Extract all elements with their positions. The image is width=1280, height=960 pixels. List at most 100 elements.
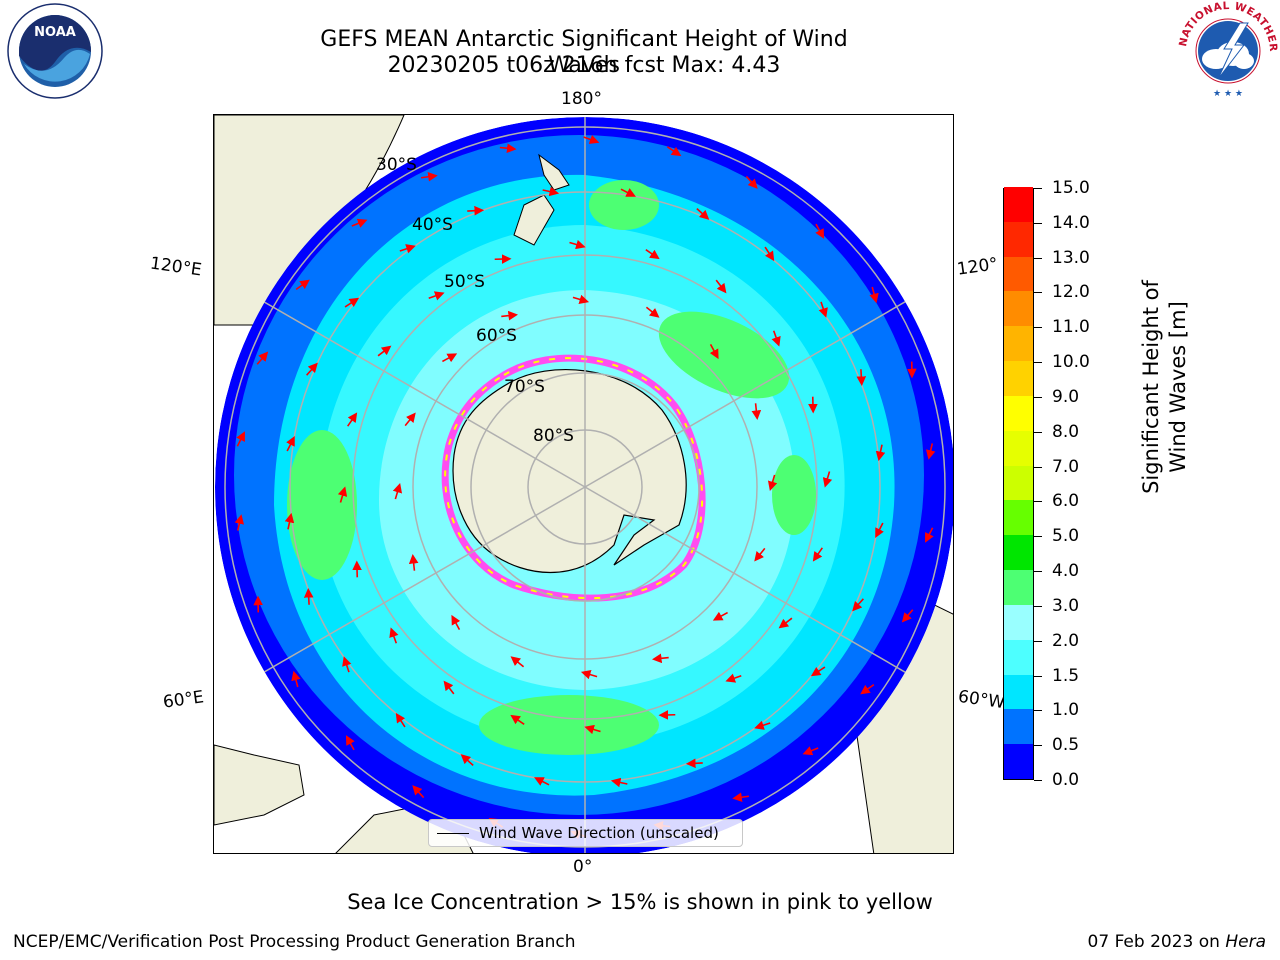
wind-wave-arrow [869, 286, 879, 304]
colorbar-segment [1004, 569, 1033, 605]
wind-wave-arrow [852, 598, 864, 612]
wind-wave-arrow [764, 246, 775, 262]
map-canvas: 30°S 40°S 50°S 60°S 70°S 80°S [214, 115, 953, 853]
colorbar-segment [1004, 325, 1033, 362]
wind-wave-arrow [901, 609, 914, 623]
wind-wave-arrow [303, 587, 314, 605]
polar-map: 30°S 40°S 50°S 60°S 70°S 80°S Wind Wave … [213, 114, 954, 854]
colorbar-tick-label: 1.0 [1052, 700, 1080, 721]
wind-wave-arrow [377, 345, 392, 357]
wind-wave-arrow [234, 514, 245, 531]
footer-date-text: 07 Feb 2023 on [1087, 932, 1226, 952]
colorbar-tick-label: 7.0 [1052, 456, 1080, 477]
wind-wave-arrow [392, 482, 403, 500]
colorbar-tick-label: 2.0 [1052, 630, 1080, 651]
wind-wave-arrow [467, 205, 485, 216]
colorbar-segment [1004, 639, 1033, 675]
colorbar-title: Significant Height of Wind Waves [m] [1139, 280, 1190, 494]
colorbar-tick-label: 9.0 [1052, 386, 1080, 407]
wind-wave-arrow [754, 547, 766, 562]
wind-wave-arrow [925, 443, 936, 460]
wind-wave-arrow [925, 527, 934, 543]
lon-label-180: 180° [561, 89, 602, 109]
wind-wave-arrow [732, 792, 750, 802]
colorbar-tick-label: 0.5 [1052, 735, 1080, 756]
colorbar-segment [1004, 604, 1033, 640]
lat-label-50s: 50°S [444, 272, 485, 292]
wind-wave-arrow [306, 362, 318, 376]
wind-wave-arrow [572, 294, 590, 305]
wind-wave-arrow [754, 720, 771, 730]
wind-wave-arrow [767, 474, 778, 492]
land-antarctica [452, 369, 687, 574]
footer-credit: NCEP/EMC/Verification Post Processing Pr… [13, 932, 576, 952]
wind-wave-arrow [345, 735, 355, 751]
colorbar-segment [1004, 465, 1033, 501]
colorbar-tick [1034, 292, 1042, 294]
svg-text:★ ★ ★: ★ ★ ★ [1213, 89, 1243, 99]
wind-wave-arrow [583, 134, 600, 144]
colorbar-tick [1034, 396, 1042, 398]
colorbar-tick [1034, 362, 1042, 364]
wind-wave-arrow [443, 680, 455, 695]
colorbar-tick [1034, 466, 1042, 468]
wind-wave-arrow [715, 279, 727, 294]
colorbar-tick [1034, 188, 1042, 189]
colorbar-tick [1034, 571, 1042, 573]
wind-wave-arrow [291, 670, 301, 688]
wind-wave-arrow [542, 186, 560, 197]
wind-wave-arrow [875, 444, 886, 462]
wind-wave-arrow [342, 656, 352, 673]
wind-wave-arrow [451, 614, 461, 630]
colorbar-segment [1004, 256, 1033, 292]
wind-wave-arrow [751, 403, 762, 421]
colorbar-segment [1004, 221, 1033, 257]
wind-wave-arrow [818, 301, 828, 318]
wind-wave-arrow [712, 611, 728, 621]
wind-wave-arrow [256, 351, 269, 365]
land-new-zealand-north [538, 153, 570, 191]
colorbar-tick [1034, 536, 1042, 538]
colorbar-tick [1034, 675, 1042, 677]
wind-wave-arrow [745, 175, 758, 189]
colorbar [1003, 186, 1034, 780]
colorbar-tick-label: 3.0 [1052, 595, 1080, 616]
wind-wave-arrow [442, 353, 458, 363]
colorbar-tick-label: 12.0 [1052, 282, 1090, 303]
colorbar-tick-label: 8.0 [1052, 421, 1080, 442]
wind-wave-arrow [620, 188, 636, 197]
colorbar-tick [1034, 780, 1042, 781]
wind-wave-arrow [802, 746, 819, 756]
colorbar-tick-label: 5.0 [1052, 526, 1080, 547]
wind-wave-arrows [234, 134, 936, 840]
colorbar-tick-label: 13.0 [1052, 247, 1090, 268]
wind-wave-arrow [771, 330, 781, 347]
wind-wave-arrow [501, 310, 519, 321]
colorbar-segment [1004, 534, 1033, 571]
lon-label-60w: 60°W [956, 686, 1007, 714]
wind-wave-arrow [778, 617, 793, 629]
colorbar-segment [1004, 708, 1033, 745]
colorbar-tick [1034, 327, 1042, 329]
wind-wave-arrow [389, 627, 399, 644]
wind-wave-arrow [460, 754, 474, 766]
footer-machine: Hera [1225, 932, 1266, 952]
wind-wave-arrow [822, 471, 833, 488]
sea-ice-note: Sea Ice Concentration > 15% is shown in … [347, 890, 933, 914]
wind-wave-arrow [810, 666, 826, 677]
map-legend: Wind Wave Direction (unscaled) [428, 819, 743, 847]
wind-wave-arrow [420, 172, 438, 182]
wind-wave-arrow [499, 143, 517, 154]
wind-wave-arrow [337, 486, 348, 503]
wind-wave-arrow [412, 785, 425, 799]
lat-label-70s: 70°S [504, 377, 545, 397]
lat-label-60s: 60°S [476, 326, 517, 346]
wind-wave-arrow [404, 412, 416, 427]
wind-wave-arrow [645, 249, 660, 260]
wind-wave-arrow [875, 522, 884, 538]
colorbar-segment [1004, 430, 1033, 466]
wind-wave-arrow [428, 291, 445, 301]
colorbar-tick [1034, 640, 1042, 642]
wind-wave-arrow [812, 547, 823, 562]
colorbar-tick [1034, 501, 1042, 503]
